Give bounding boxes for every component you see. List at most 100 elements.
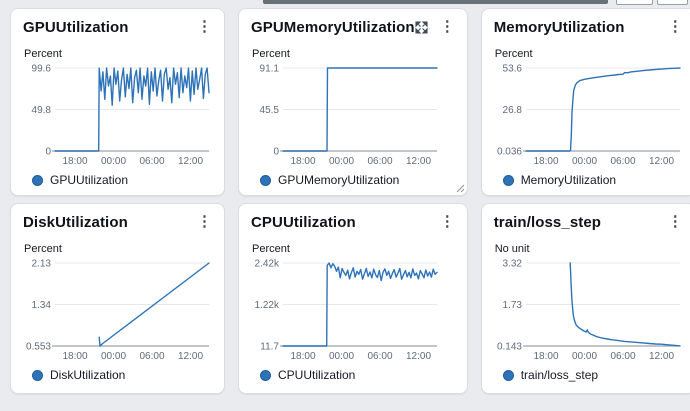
- dashboard-widget-grid: GPUUtilization ⋮ Percent 99.6 49.8 0 18:00 0…: [10, 8, 690, 394]
- legend-color-dot: [32, 174, 43, 186]
- legend-color-dot: [502, 174, 514, 186]
- y-tick-label: 99.6: [32, 64, 52, 75]
- widget-actions: ⋮: [197, 18, 212, 35]
- legend-item[interactable]: MemoryUtilization: [494, 173, 683, 187]
- x-tick-label: 00:00: [572, 351, 597, 362]
- kebab-menu-icon[interactable]: ⋮: [197, 18, 212, 35]
- metric-widget: train/loss_step ⋮ No unit 3.32 1.73 0.143 1…: [480, 203, 690, 394]
- kebab-menu-icon[interactable]: ⋮: [439, 18, 455, 35]
- widget-actions: ⋮: [667, 213, 683, 230]
- y-tick-label: 0.143: [497, 342, 522, 353]
- x-tick-label: 12:00: [649, 156, 674, 167]
- x-tick-label: 06:00: [368, 156, 393, 167]
- widget-title: MemoryUtilization: [493, 19, 625, 36]
- x-tick-label: 18:00: [291, 351, 316, 362]
- y-axis-unit-label: Percent: [494, 48, 533, 60]
- y-axis-unit-label: Percent: [24, 48, 62, 60]
- kebab-menu-icon[interactable]: ⋮: [667, 213, 683, 230]
- y-tick-label: 53.6: [502, 64, 522, 75]
- widget-title: DiskUtilization: [23, 214, 128, 231]
- metric-widget: GPUUtilization ⋮ Percent 99.6 49.8 0 18:00 0…: [10, 8, 225, 196]
- widget-actions: ⋮: [667, 18, 683, 35]
- metric-widget: CPUUtilization ⋮ Percent 2.42k 1.22k 11.7 1…: [238, 203, 468, 394]
- kebab-menu-icon[interactable]: ⋮: [197, 213, 212, 230]
- legend-color-dot: [502, 369, 514, 381]
- series-line: [524, 67, 681, 152]
- widget-title: train/loss_step: [493, 214, 602, 231]
- series-line: [282, 262, 438, 347]
- legend-item[interactable]: GPUUtilization: [23, 173, 212, 187]
- resize-handle-icon[interactable]: [454, 182, 465, 193]
- y-tick-label: 1.73: [502, 300, 522, 311]
- series-line: [569, 262, 681, 347]
- x-tick-label: 12:00: [406, 156, 431, 167]
- metric-widget: DiskUtilization ⋮ Percent 2.13 1.34 0.553 1…: [10, 203, 225, 394]
- legend-label: MemoryUtilization: [520, 173, 617, 187]
- x-tick-label: 06:00: [610, 156, 635, 167]
- legend-item[interactable]: DiskUtilization: [23, 368, 212, 382]
- legend-label: GPUUtilization: [50, 173, 129, 187]
- widget-header: DiskUtilization ⋮: [23, 214, 212, 234]
- legend-label: CPUUtilization: [278, 368, 356, 382]
- toolbar-button-partial[interactable]: [657, 0, 688, 5]
- expand-icon[interactable]: [415, 20, 428, 34]
- widget-header: MemoryUtilization ⋮: [494, 19, 683, 39]
- y-axis-unit-label: Percent: [252, 48, 290, 60]
- x-tick-label: 18:00: [63, 156, 88, 167]
- x-tick-label: 12:00: [178, 351, 203, 362]
- y-axis-unit-label: Percent: [252, 243, 290, 255]
- series-line: [54, 67, 210, 152]
- line-chart[interactable]: 2.13 1.34 0.553 18:00 00:00 06:00 12:00: [23, 256, 212, 368]
- x-tick-label: 18:00: [533, 156, 558, 167]
- x-tick-label: 06:00: [140, 351, 165, 362]
- kebab-menu-icon[interactable]: ⋮: [439, 213, 455, 230]
- widget-header: CPUUtilization ⋮: [251, 214, 455, 234]
- y-tick-label: 0: [273, 147, 279, 158]
- x-tick-label: 12:00: [649, 351, 674, 362]
- y-tick-label: 26.8: [502, 105, 522, 116]
- y-tick-label: 49.8: [32, 105, 52, 116]
- legend-item[interactable]: CPUUtilization: [251, 368, 455, 382]
- x-tick-label: 18:00: [291, 156, 316, 167]
- y-tick-label: 0.553: [26, 342, 51, 353]
- widget-header: train/loss_step ⋮: [494, 214, 683, 234]
- legend-label: DiskUtilization: [50, 368, 126, 382]
- x-tick-label: 06:00: [140, 156, 165, 167]
- line-chart[interactable]: 53.6 26.8 0.036 18:00 00:00 06:00 12:00: [494, 61, 683, 173]
- x-tick-label: 00:00: [329, 156, 354, 167]
- legend-color-dot: [260, 174, 271, 186]
- expand-icon-glyph: [415, 20, 428, 34]
- y-tick-label: 1.22k: [255, 300, 280, 311]
- y-tick-label: 91.1: [260, 64, 280, 75]
- legend-item[interactable]: GPUMemoryUtilization: [251, 173, 455, 187]
- x-tick-label: 00:00: [329, 351, 354, 362]
- y-tick-label: 0.036: [497, 147, 522, 158]
- y-tick-label: 11.7: [260, 342, 279, 353]
- x-tick-label: 00:00: [101, 156, 126, 167]
- x-tick-label: 00:00: [572, 156, 597, 167]
- legend-item[interactable]: train/loss_step: [494, 368, 683, 382]
- y-tick-label: 0: [45, 147, 51, 158]
- x-tick-label: 06:00: [610, 351, 635, 362]
- widget-actions: ⋮: [415, 18, 455, 35]
- line-chart[interactable]: 99.6 49.8 0 18:00 00:00 06:00 12:00: [23, 61, 212, 173]
- kebab-menu-icon[interactable]: ⋮: [667, 18, 683, 35]
- x-tick-label: 18:00: [63, 351, 88, 362]
- widget-title: GPUUtilization: [23, 19, 129, 36]
- y-axis-unit-label: No unit: [494, 243, 530, 255]
- y-tick-label: 2.13: [32, 259, 52, 270]
- line-chart[interactable]: 2.42k 1.22k 11.7 18:00 00:00 06:00 12:00: [251, 256, 440, 368]
- metric-widget: MemoryUtilization ⋮ Percent 53.6 26.8 0.03…: [480, 8, 690, 196]
- toolbar-button-partial[interactable]: [616, 0, 653, 5]
- widget-header: GPUMemoryUtilization ⋮: [251, 19, 455, 39]
- x-tick-label: 12:00: [406, 351, 431, 362]
- legend-label: GPUMemoryUtilization: [278, 173, 400, 187]
- x-tick-label: 06:00: [368, 351, 393, 362]
- search-input-partial[interactable]: [263, 0, 608, 4]
- line-chart[interactable]: 3.32 1.73 0.143 18:00 00:00 06:00 12:00: [494, 256, 683, 368]
- widget-actions: ⋮: [439, 213, 455, 230]
- y-axis-unit-label: Percent: [24, 243, 62, 255]
- line-chart[interactable]: 91.1 45.5 0 18:00 00:00 06:00 12:00: [251, 61, 440, 173]
- x-tick-label: 12:00: [178, 156, 203, 167]
- widget-actions: ⋮: [197, 213, 212, 230]
